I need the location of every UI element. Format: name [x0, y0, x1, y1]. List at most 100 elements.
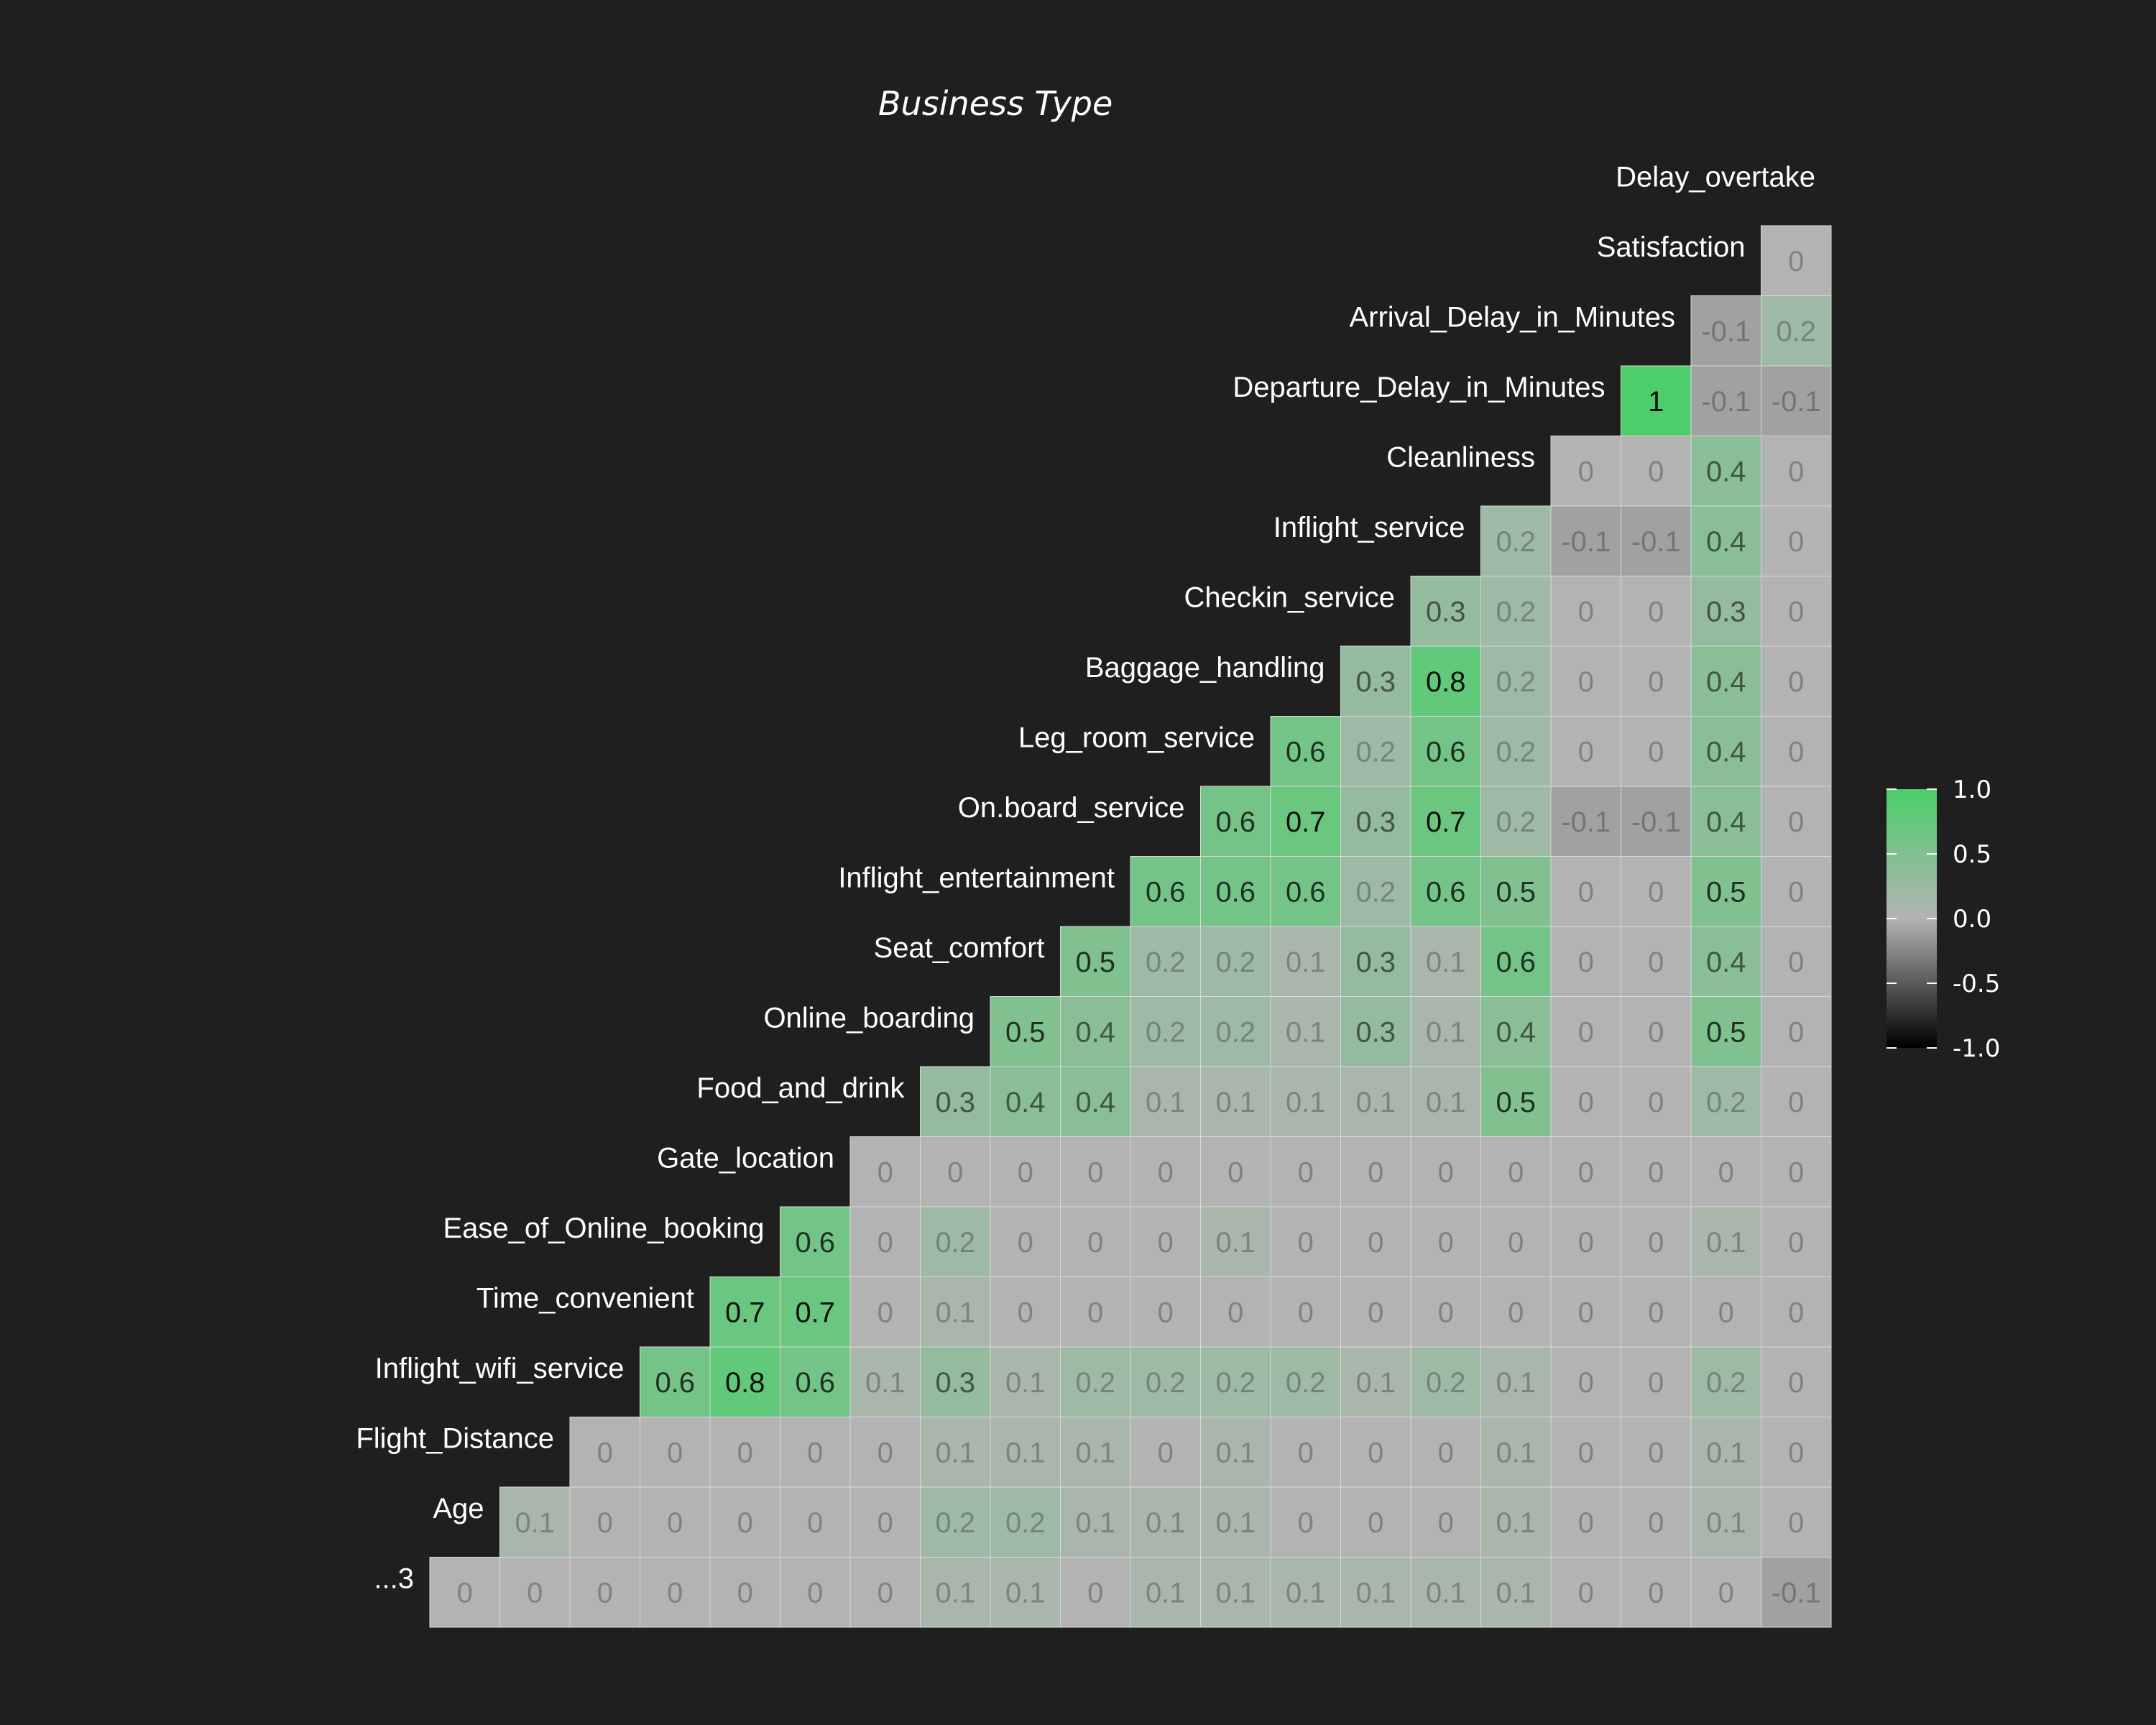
cell-value-label: 0.1	[1426, 1087, 1466, 1118]
heatmap-cell	[1690, 1557, 1761, 1628]
heatmap-cell	[1060, 1136, 1131, 1208]
cell-value-label: 0.1	[1146, 1087, 1186, 1118]
cell-value-label: 0	[1438, 1156, 1454, 1188]
heatmap-cell	[920, 1136, 991, 1208]
cell-value-label: 0	[1648, 1367, 1664, 1399]
cell-value-label: 0	[877, 1297, 893, 1328]
heatmap-cell	[1410, 576, 1481, 647]
heatmap-cell	[1761, 1276, 1832, 1348]
cell-value-label: 0.4	[1706, 666, 1746, 698]
heatmap-cell	[1060, 996, 1131, 1067]
heatmap-cell	[1690, 856, 1761, 927]
cell-value-label: 0.2	[1146, 947, 1186, 978]
variable-label: Arrival_Delay_in_Minutes	[1349, 302, 1675, 334]
heatmap-cell	[1200, 926, 1271, 997]
cell-value-label: 0	[1087, 1297, 1103, 1328]
cell-value-label: 0	[1158, 1156, 1174, 1188]
variable-label: Departure_Delay_in_Minutes	[1233, 372, 1605, 403]
cell-value-label: 0	[1718, 1577, 1734, 1609]
cell-value-label: 0	[807, 1437, 823, 1468]
cell-value-label: 0.5	[1075, 947, 1115, 978]
cell-value-label: 0	[667, 1577, 683, 1609]
cell-value-label: 0.3	[935, 1087, 975, 1118]
heatmap-cell	[1550, 996, 1621, 1067]
cell-value-label: 0.1	[1706, 1507, 1746, 1539]
cell-value-label: 0.4	[1706, 526, 1746, 558]
cell-value-label: 0.1	[1496, 1367, 1536, 1399]
cell-value-label: 0	[597, 1577, 613, 1609]
heatmap-cell	[1200, 1136, 1271, 1208]
heatmap-cell	[1480, 786, 1552, 857]
heatmap-cell	[1200, 856, 1271, 927]
cell-value-label: 0	[1648, 736, 1664, 768]
heatmap-cell	[1410, 996, 1481, 1067]
cell-value-label: 0.1	[935, 1577, 975, 1609]
heatmap-cell	[780, 1486, 851, 1558]
heatmap-cell	[1621, 996, 1692, 1067]
cell-value-label: 0	[1578, 1227, 1594, 1259]
heatmap-cell	[1550, 856, 1621, 927]
cell-value-label: 0.3	[1355, 666, 1396, 698]
heatmap-cell	[1130, 1206, 1201, 1277]
heatmap-cell	[849, 1557, 921, 1628]
heatmap-cell	[1410, 1486, 1481, 1558]
cell-value-label: 0.5	[1706, 876, 1746, 908]
cell-value-label: 0.1	[1286, 947, 1326, 978]
heatmap-cell	[1200, 786, 1271, 857]
variable-label: Food_and_drink	[696, 1072, 905, 1104]
cell-value-label: 0.1	[1286, 1087, 1326, 1118]
heatmap-cell	[1761, 1417, 1832, 1488]
cell-value-label: 0.1	[1005, 1367, 1046, 1399]
heatmap-cell	[990, 1417, 1061, 1488]
cell-value-label: 0	[1578, 596, 1594, 627]
cell-value-label: 0	[807, 1507, 823, 1539]
heatmap-cell	[1550, 1486, 1621, 1558]
heatmap-cell	[1480, 1066, 1552, 1137]
variable-label: ...3	[374, 1563, 414, 1595]
variable-label: Satisfaction	[1597, 231, 1746, 263]
heatmap-cell	[1550, 645, 1621, 717]
heatmap-cell	[1060, 926, 1131, 997]
heatmap-cell	[920, 1206, 991, 1277]
cell-value-label: 0	[597, 1507, 613, 1539]
variable-label: Flight_Distance	[356, 1423, 554, 1455]
cell-value-label: 0	[1578, 1087, 1594, 1118]
cell-value-label: 0.2	[1215, 947, 1256, 978]
cell-value-label: -0.1	[1701, 386, 1751, 418]
cell-value-label: 0.2	[1355, 736, 1396, 768]
cell-value-label: 0.1	[1215, 1577, 1256, 1609]
heatmap-cell	[1690, 716, 1761, 787]
heatmap-cell	[1761, 926, 1832, 997]
heatmap-cell	[1060, 1206, 1131, 1277]
cell-value-label: 0	[1578, 1016, 1594, 1048]
cell-value-label: 0	[1788, 456, 1804, 487]
cell-value-label: -0.1	[1631, 526, 1681, 558]
heatmap-cell	[1621, 505, 1692, 576]
cell-value-label: 0	[1648, 1156, 1664, 1188]
heatmap-cell	[1621, 365, 1692, 436]
cell-value-label: 0	[1578, 1156, 1594, 1188]
cell-value-label: 0.1	[1005, 1577, 1046, 1609]
heatmap-cell	[990, 1557, 1061, 1628]
cell-value-label: -0.1	[1772, 1577, 1821, 1609]
heatmap-cell	[1060, 1557, 1131, 1628]
cell-value-label: 0	[1018, 1297, 1033, 1328]
heatmap-cell	[1340, 1346, 1411, 1417]
heatmap-cell	[1550, 1206, 1621, 1277]
heatmap-cell	[569, 1417, 640, 1488]
heatmap-cell	[640, 1346, 711, 1417]
heatmap-cell	[1621, 1206, 1692, 1277]
cell-value-label: 0	[1298, 1227, 1314, 1259]
legend-tick-label: -0.5	[1953, 970, 2000, 998]
cell-value-label: 0	[1578, 1367, 1594, 1399]
cell-value-label: 0	[1578, 1297, 1594, 1328]
variable-label: Delay_overtake	[1616, 162, 1815, 193]
cell-value-label: 0	[877, 1227, 893, 1259]
heatmap-cell	[1621, 856, 1692, 927]
cell-value-label: 0.1	[865, 1367, 906, 1399]
cell-value-label: 0.2	[1496, 526, 1536, 558]
heatmap-cell	[1690, 1206, 1761, 1277]
heatmap-cell	[1480, 1417, 1552, 1488]
cell-value-label: 0	[1578, 736, 1594, 768]
cell-value-label: 0	[1578, 1437, 1594, 1468]
